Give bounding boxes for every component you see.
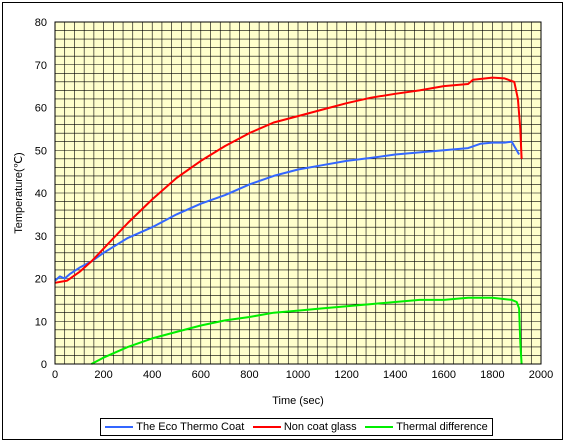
x-tick-label: 1200: [334, 369, 358, 381]
x-tick-label: 800: [240, 369, 258, 381]
y-tick-label: 60: [35, 103, 47, 115]
legend-label-thermal-difference: Thermal difference: [396, 421, 488, 433]
legend-swatch-thermal-difference: [365, 426, 394, 428]
x-tick-label: 200: [94, 369, 112, 381]
x-tick-label: 1000: [286, 369, 310, 381]
y-tick-label: 70: [35, 60, 47, 72]
series-line-non-coat-glass: [54, 76, 523, 284]
y-tick-label: 30: [35, 231, 47, 243]
y-tick-label: 50: [35, 145, 47, 157]
y-tick-label: 10: [35, 316, 47, 328]
legend-item-thermal-difference: Thermal difference: [365, 421, 488, 433]
y-tick-label: 0: [41, 359, 47, 371]
x-tick-label: 400: [143, 369, 161, 381]
x-tick-label: 1600: [432, 369, 456, 381]
legend-item-eco-thermo-coat: The Eco Thermo Coat: [105, 421, 244, 433]
legend-label-eco-thermo-coat: The Eco Thermo Coat: [136, 421, 245, 433]
x-tick-label: 0: [52, 369, 58, 381]
series-line-thermal-difference: [90, 296, 523, 365]
legend-item-non-coat-glass: Non coat glass: [252, 421, 357, 433]
legend-swatch-non-coat-glass: [252, 426, 281, 428]
x-tick-label: 600: [192, 369, 210, 381]
legend: The Eco Thermo Coat Non coat glass Therm…: [100, 418, 493, 436]
x-tick-label: 2000: [529, 369, 553, 381]
y-tick-label: 20: [35, 274, 47, 286]
series-line-eco-thermo-coat: [54, 140, 520, 282]
plot-border: [54, 21, 542, 365]
y-tick-label: 40: [35, 188, 47, 200]
y-tick-label: 80: [35, 17, 47, 29]
tick-labels: 0 200 400 600 800 1000 1200 1400 1600 1800 2000 0 10…: [35, 17, 553, 381]
grid-lines: [55, 22, 541, 364]
x-tick-label: 1800: [480, 369, 504, 381]
x-tick-label: 1400: [383, 369, 407, 381]
legend-swatch-eco-thermo-coat: [105, 426, 134, 428]
y-axis-label: Temperature(℃): [13, 152, 25, 233]
series-lines: [54, 76, 523, 365]
x-axis-label: Time (sec): [272, 395, 324, 407]
legend-label-non-coat-glass: Non coat glass: [283, 421, 357, 433]
